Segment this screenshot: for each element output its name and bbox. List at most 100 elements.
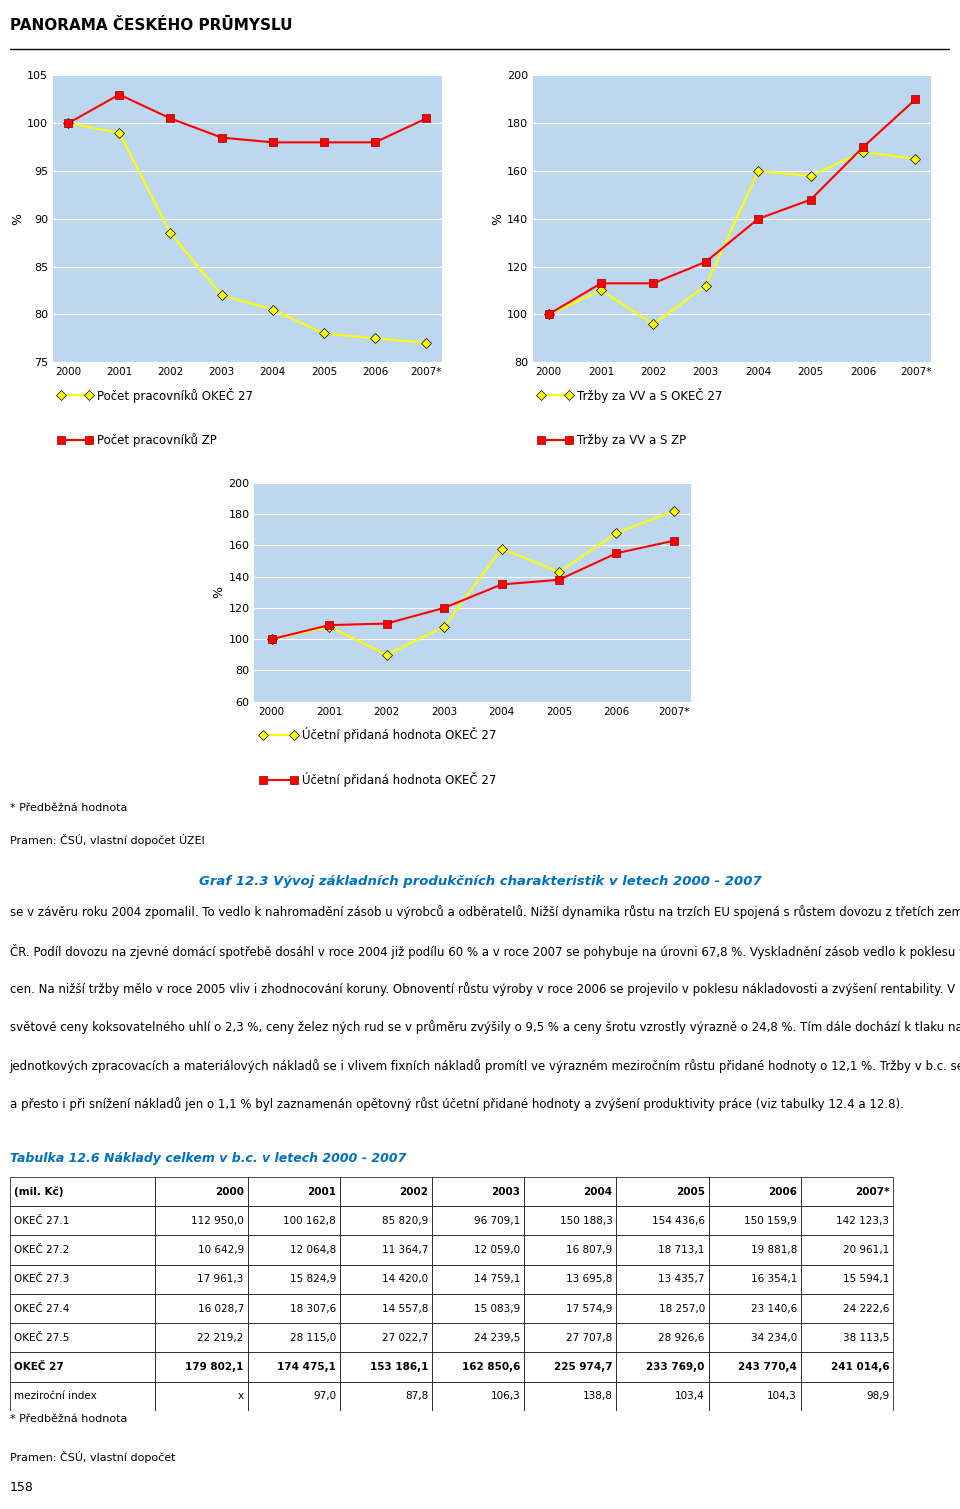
Bar <box>708 1265 801 1293</box>
Text: Počet pracovníků OKEČ 27: Počet pracovníků OKEČ 27 <box>97 388 253 403</box>
Text: jednotkových zpracovacích a materiálových nákladů se i vlivem fixních nákladů pr: jednotkových zpracovacích a materiálovýc… <box>10 1059 960 1073</box>
Text: Účetní přidaná hodnota OKEČ 27: Účetní přidaná hodnota OKEČ 27 <box>302 727 497 742</box>
Text: 24 239,5: 24 239,5 <box>474 1332 520 1343</box>
Bar <box>340 1177 432 1206</box>
Text: 2001: 2001 <box>307 1186 336 1197</box>
Bar <box>248 1293 340 1323</box>
Text: 16 028,7: 16 028,7 <box>198 1304 244 1314</box>
Text: světové ceny koksovatelného uhlí o 2,3 %, ceny želez ných rud se v průměru zvýši: světové ceny koksovatelného uhlí o 2,3 %… <box>10 1020 960 1034</box>
Text: 2000: 2000 <box>215 1186 244 1197</box>
Text: 18 257,0: 18 257,0 <box>659 1304 705 1314</box>
Bar <box>156 1265 248 1293</box>
Text: 18 307,6: 18 307,6 <box>290 1304 336 1314</box>
Bar <box>524 1265 616 1293</box>
Bar <box>432 1236 524 1265</box>
Bar <box>248 1382 340 1411</box>
Text: ČR. Podíl dovozu na zjevné domácí spotřebě dosáhl v roce 2004 již podílu 60 % a : ČR. Podíl dovozu na zjevné domácí spotře… <box>10 943 960 958</box>
Bar <box>616 1382 708 1411</box>
Text: 20 961,1: 20 961,1 <box>843 1245 889 1255</box>
Text: 96 709,1: 96 709,1 <box>474 1216 520 1225</box>
Bar <box>248 1352 340 1382</box>
Text: 85 820,9: 85 820,9 <box>382 1216 428 1225</box>
Text: 34 234,0: 34 234,0 <box>751 1332 797 1343</box>
Bar <box>524 1293 616 1323</box>
Bar <box>801 1177 893 1206</box>
Bar <box>156 1206 248 1236</box>
Text: 16 807,9: 16 807,9 <box>566 1245 612 1255</box>
Bar <box>432 1206 524 1236</box>
Bar <box>248 1323 340 1352</box>
Bar <box>432 1265 524 1293</box>
Bar <box>616 1293 708 1323</box>
Bar <box>156 1382 248 1411</box>
Text: 24 222,6: 24 222,6 <box>843 1304 889 1314</box>
Text: PANORAMA ČESKÉHO PRŪMYSLU: PANORAMA ČESKÉHO PRŪMYSLU <box>10 18 292 33</box>
Y-axis label: %: % <box>12 213 24 225</box>
Text: 243 770,4: 243 770,4 <box>738 1363 797 1372</box>
Text: 112 950,0: 112 950,0 <box>191 1216 244 1225</box>
Bar <box>524 1236 616 1265</box>
Bar <box>616 1206 708 1236</box>
Text: OKEČ 27.1: OKEČ 27.1 <box>14 1216 70 1225</box>
Text: OKEČ 27.2: OKEČ 27.2 <box>14 1245 70 1255</box>
Text: 18 713,1: 18 713,1 <box>659 1245 705 1255</box>
Bar <box>248 1265 340 1293</box>
Bar <box>10 1323 156 1352</box>
Text: Počet pracovníků ZP: Počet pracovníků ZP <box>97 433 217 447</box>
Text: 28 926,6: 28 926,6 <box>659 1332 705 1343</box>
Text: 2007*: 2007* <box>854 1186 889 1197</box>
Text: OKEČ 27.4: OKEČ 27.4 <box>14 1304 70 1314</box>
Text: * Předběžná hodnota: * Předběžná hodnota <box>10 1414 127 1424</box>
Text: 10 642,9: 10 642,9 <box>198 1245 244 1255</box>
Bar <box>616 1236 708 1265</box>
Text: 142 123,3: 142 123,3 <box>836 1216 889 1225</box>
Text: 179 802,1: 179 802,1 <box>185 1363 244 1372</box>
Text: 28 115,0: 28 115,0 <box>290 1332 336 1343</box>
Bar <box>340 1293 432 1323</box>
Bar <box>801 1265 893 1293</box>
Bar <box>708 1323 801 1352</box>
Bar <box>801 1323 893 1352</box>
Text: 150 188,3: 150 188,3 <box>560 1216 612 1225</box>
Text: x: x <box>238 1391 244 1402</box>
Text: se v závěru roku 2004 zpomalil. To vedlo k nahromadění zásob u výrobců a odběrat: se v závěru roku 2004 zpomalil. To vedlo… <box>10 905 960 919</box>
Text: 14 759,1: 14 759,1 <box>474 1274 520 1284</box>
Text: Graf 12.3 Vývoj základních produkčních charakteristik v letech 2000 - 2007: Graf 12.3 Vývoj základních produkčních c… <box>199 875 761 887</box>
Bar <box>616 1177 708 1206</box>
Text: 233 769,0: 233 769,0 <box>646 1363 705 1372</box>
Text: 13 435,7: 13 435,7 <box>659 1274 705 1284</box>
Bar <box>616 1323 708 1352</box>
Bar <box>156 1352 248 1382</box>
Bar <box>248 1177 340 1206</box>
Bar <box>248 1206 340 1236</box>
Bar <box>156 1323 248 1352</box>
Text: 14 420,0: 14 420,0 <box>382 1274 428 1284</box>
Bar <box>340 1206 432 1236</box>
Bar <box>432 1293 524 1323</box>
Text: 15 824,9: 15 824,9 <box>290 1274 336 1284</box>
Text: OKEČ 27.5: OKEČ 27.5 <box>14 1332 70 1343</box>
Text: 15 594,1: 15 594,1 <box>843 1274 889 1284</box>
Bar <box>524 1352 616 1382</box>
Text: 2005: 2005 <box>676 1186 705 1197</box>
Text: Pramen: ČSÚ, vlastní dopočet: Pramen: ČSÚ, vlastní dopočet <box>10 1452 175 1464</box>
Text: 17 574,9: 17 574,9 <box>566 1304 612 1314</box>
Text: cen. Na nižší tržby mělo v roce 2005 vliv i zhodnocování koruny. Obnoventí růstu: cen. Na nižší tržby mělo v roce 2005 vli… <box>10 982 960 996</box>
Text: 138,8: 138,8 <box>583 1391 612 1402</box>
Bar <box>801 1382 893 1411</box>
Bar <box>708 1236 801 1265</box>
Bar <box>340 1265 432 1293</box>
Bar <box>248 1236 340 1265</box>
Bar <box>340 1352 432 1382</box>
Text: 14 557,8: 14 557,8 <box>382 1304 428 1314</box>
Bar <box>801 1206 893 1236</box>
Text: 11 364,7: 11 364,7 <box>382 1245 428 1255</box>
Bar <box>340 1323 432 1352</box>
Bar <box>10 1352 156 1382</box>
Bar <box>10 1265 156 1293</box>
Text: Účetní přidaná hodnota OKEČ 27: Účetní přidaná hodnota OKEČ 27 <box>302 773 497 788</box>
Text: 13 695,8: 13 695,8 <box>566 1274 612 1284</box>
Bar <box>524 1323 616 1352</box>
Bar <box>708 1206 801 1236</box>
Bar <box>708 1177 801 1206</box>
